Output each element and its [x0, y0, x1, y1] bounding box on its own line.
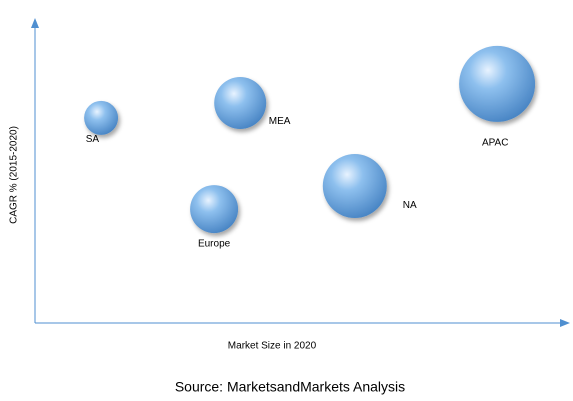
bubble-label: SA — [86, 134, 100, 145]
bubble — [459, 45, 536, 122]
bubble-label: NA — [403, 200, 417, 211]
bubble — [214, 77, 267, 130]
y-axis-title: CAGR % (2015-2020) — [9, 126, 20, 224]
bubble-label: APAC — [482, 137, 509, 148]
y-axis-arrow — [31, 18, 39, 28]
bubble-label: MEA — [269, 116, 291, 127]
bubble-label: Europe — [198, 239, 231, 250]
x-axis-arrow — [560, 319, 570, 327]
source-note: Source: MarketsandMarkets Analysis — [175, 379, 405, 395]
x-axis-title: Market Size in 2020 — [228, 341, 317, 352]
bubble — [322, 154, 387, 219]
bubble — [190, 185, 239, 234]
bubble — [84, 100, 119, 135]
